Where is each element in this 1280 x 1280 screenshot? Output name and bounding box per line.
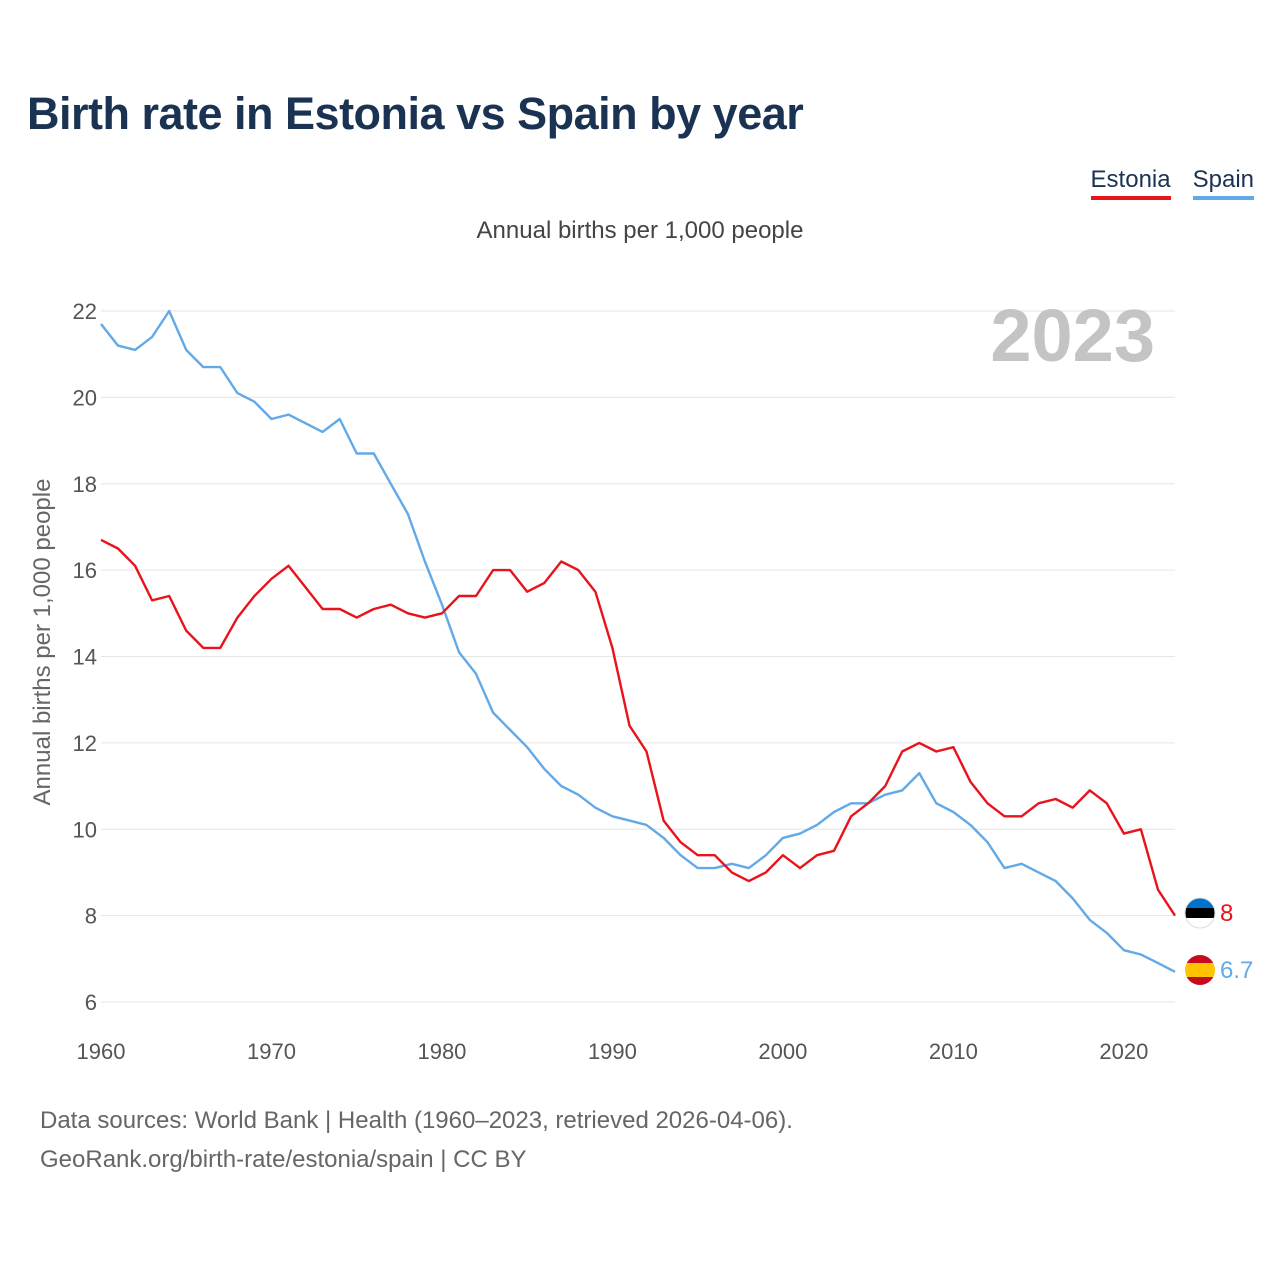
x-tick-label: 1980 (417, 1039, 466, 1064)
y-tick-label: 18 (73, 472, 97, 497)
y-axis-label: Annual births per 1,000 people (29, 479, 56, 806)
spain-flag-icon (1185, 955, 1215, 985)
x-axis-ticks: 1960 1970 1980 1990 2000 2010 2020 (77, 1039, 1149, 1064)
chart-subtitle: Annual births per 1,000 people (476, 217, 804, 244)
y-tick-label: 16 (73, 558, 97, 583)
y-tick-label: 12 (73, 731, 97, 756)
x-tick-label: 1990 (588, 1039, 637, 1064)
year-watermark: 2023 (990, 294, 1155, 377)
x-tick-label: 2020 (1099, 1039, 1148, 1064)
y-tick-label: 10 (73, 817, 97, 842)
legend: Estonia Spain (1090, 166, 1254, 200)
legend-item-estonia[interactable]: Estonia (1090, 166, 1171, 200)
chart-title: Birth rate in Estonia vs Spain by year (27, 88, 804, 139)
series-line-estonia (100, 538, 1177, 917)
legend-item-spain[interactable]: Spain (1192, 166, 1254, 200)
x-tick-label: 1970 (247, 1039, 296, 1064)
series-layer (100, 309, 1177, 973)
y-tick-label: 22 (73, 299, 97, 324)
x-tick-label: 1960 (77, 1039, 126, 1064)
estonia-flag-icon (1184, 897, 1216, 929)
y-tick-label: 8 (85, 904, 97, 929)
y-axis-ticks: 6 8 10 12 14 16 18 20 22 (73, 299, 97, 1015)
source-line: Data sources: World Bank | Health (1960–… (40, 1107, 793, 1134)
y-tick-label: 6 (85, 990, 97, 1015)
grid-lines (101, 310, 1175, 1003)
series-line-spain (100, 309, 1176, 973)
end-label-estonia: 8 (1220, 900, 1233, 927)
line-chart: 6 8 10 12 14 16 18 20 22 1960 1970 1980 1990 2000 201… (29, 294, 1253, 1064)
y-tick-label: 14 (73, 645, 97, 670)
y-tick-label: 20 (73, 385, 97, 410)
x-tick-label: 2010 (929, 1039, 978, 1064)
x-tick-label: 2000 (758, 1039, 807, 1064)
source-link[interactable]: GeoRank.org/birth-rate/estonia/spain | C… (40, 1146, 527, 1173)
end-label-spain: 6.7 (1220, 957, 1253, 984)
